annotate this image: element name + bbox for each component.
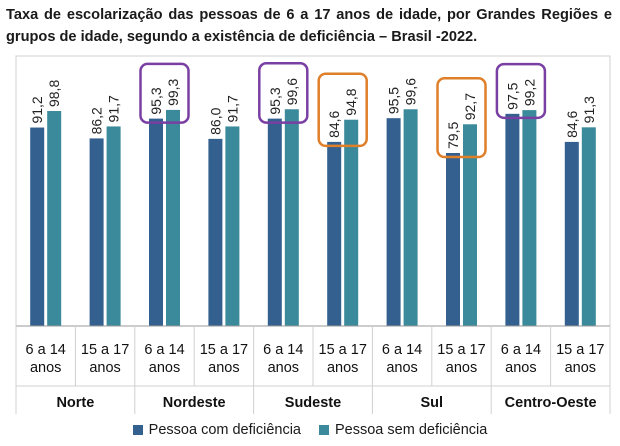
- category-label: 15 a 17 anos: [556, 342, 604, 376]
- category-label: 6 a 14 anos: [26, 342, 66, 376]
- category-label: 6 a 14 anos: [144, 342, 184, 376]
- category-label: 15 a 17 anos: [81, 342, 129, 376]
- data-label: 79,5: [445, 122, 461, 149]
- legend-label-com: Pessoa com deficiência: [148, 422, 301, 438]
- region-label: Nordeste: [163, 395, 226, 411]
- data-labels: 91,298,886,2 91,7 95,3 99,386,0 91,7 95,3 99,6…: [29, 78, 597, 149]
- data-label: 91,7: [106, 95, 122, 122]
- category-label: 6 a 14 anos: [263, 342, 303, 376]
- category-label: 6 a 14 anos: [382, 342, 422, 376]
- category-label-line: anos: [386, 360, 417, 376]
- data-label: 99,6: [403, 78, 419, 105]
- highlight-box-purple: [258, 62, 309, 124]
- category-label-line: 6 a 14: [263, 342, 303, 358]
- data-label: 86,2: [89, 107, 105, 134]
- data-label: 92,7: [462, 93, 478, 120]
- bar-sem: [225, 126, 240, 326]
- highlight-box-purple: [495, 62, 547, 120]
- bar-sem: [581, 127, 596, 326]
- category-label-line: 6 a 14: [144, 342, 184, 358]
- data-label: 94,8: [343, 88, 359, 115]
- highlight-box-orange: [317, 72, 368, 148]
- category-label-line: anos: [446, 360, 477, 376]
- category-label-line: anos: [149, 360, 180, 376]
- bar-sem: [166, 109, 180, 326]
- data-label: 98,8: [46, 80, 62, 107]
- data-label: 97,5: [504, 82, 520, 109]
- data-label: 99,2: [521, 79, 537, 106]
- data-label: 84,6: [564, 110, 580, 137]
- bar-com: [327, 141, 342, 326]
- data-label: 91,2: [29, 96, 45, 123]
- chart-title: Taxa de escolarização das pessoas de 6 a…: [6, 7, 612, 45]
- highlight-box-orange: [436, 77, 487, 159]
- bar-com: [564, 141, 579, 326]
- bar-com: [208, 138, 223, 326]
- category-label-line: anos: [565, 360, 596, 376]
- bar-sem: [47, 111, 62, 326]
- category-label: 15 a 17 anos: [200, 342, 248, 376]
- legend-swatch-com: [132, 425, 143, 435]
- legend: Pessoa com deficiência Pessoa sem defici…: [0, 418, 620, 442]
- highlight-boxes: [139, 62, 547, 159]
- data-label: 91,3: [581, 96, 597, 123]
- bar-sem: [106, 126, 121, 326]
- category-label-line: 15 a 17: [437, 342, 485, 358]
- category-axis: 6 a 14 anos 15 a 17 anos 6 a 14 anos 15 a 17 an…: [15, 325, 611, 414]
- category-label-line: anos: [268, 360, 299, 376]
- data-label: 95,5: [386, 87, 402, 114]
- data-label: 91,7: [224, 95, 240, 122]
- legend-swatch-sem: [319, 425, 329, 435]
- region-label: Sudeste: [285, 395, 341, 411]
- legend-label-sem: Pessoa sem deficiência: [335, 422, 488, 438]
- legend-item-sem: Pessoa sem deficiência: [319, 422, 487, 438]
- bar-sem: [463, 124, 477, 326]
- bar-com: [505, 113, 520, 326]
- bar-sem: [522, 110, 537, 327]
- bar-com: [30, 127, 45, 327]
- bar-com: [386, 118, 401, 326]
- category-label-line: anos: [89, 360, 120, 376]
- data-label: 84,6: [326, 110, 342, 137]
- region-label: Sul: [421, 395, 444, 411]
- category-label: 15 a 17 anos: [437, 342, 485, 376]
- category-label-line: 6 a 14: [382, 342, 422, 358]
- bar-sem: [403, 109, 418, 326]
- bar-com: [267, 118, 282, 326]
- region-label: Centro-Oeste: [505, 395, 597, 411]
- category-label-line: 15 a 17: [319, 342, 367, 358]
- category-label-line: 15 a 17: [81, 342, 129, 358]
- category-label: 6 a 14 anos: [501, 342, 541, 376]
- legend-item-com: Pessoa com deficiência: [132, 422, 301, 438]
- category-label-line: 6 a 14: [501, 342, 541, 358]
- bar-com: [149, 118, 163, 326]
- data-label: 95,3: [148, 87, 164, 114]
- region-label: Norte: [56, 395, 94, 411]
- bar-com: [446, 152, 460, 326]
- category-label-line: 15 a 17: [200, 342, 248, 358]
- bars: [30, 109, 596, 327]
- bar-com: [89, 138, 104, 326]
- data-label: 95,3: [267, 87, 283, 114]
- data-label: 99,3: [165, 78, 181, 105]
- category-label-line: anos: [30, 360, 61, 376]
- bar-sem: [344, 119, 359, 326]
- data-label: 99,6: [284, 78, 300, 105]
- category-label-line: 15 a 17: [556, 342, 604, 358]
- category-label-line: 6 a 14: [26, 342, 66, 358]
- data-label: 86,0: [207, 107, 223, 134]
- category-label: 15 a 17 anos: [319, 342, 367, 376]
- highlight-box-purple: [139, 62, 190, 124]
- category-label-line: anos: [327, 360, 358, 376]
- bar-sem: [284, 109, 299, 326]
- category-label-line: anos: [208, 360, 239, 376]
- category-label-line: anos: [505, 360, 536, 376]
